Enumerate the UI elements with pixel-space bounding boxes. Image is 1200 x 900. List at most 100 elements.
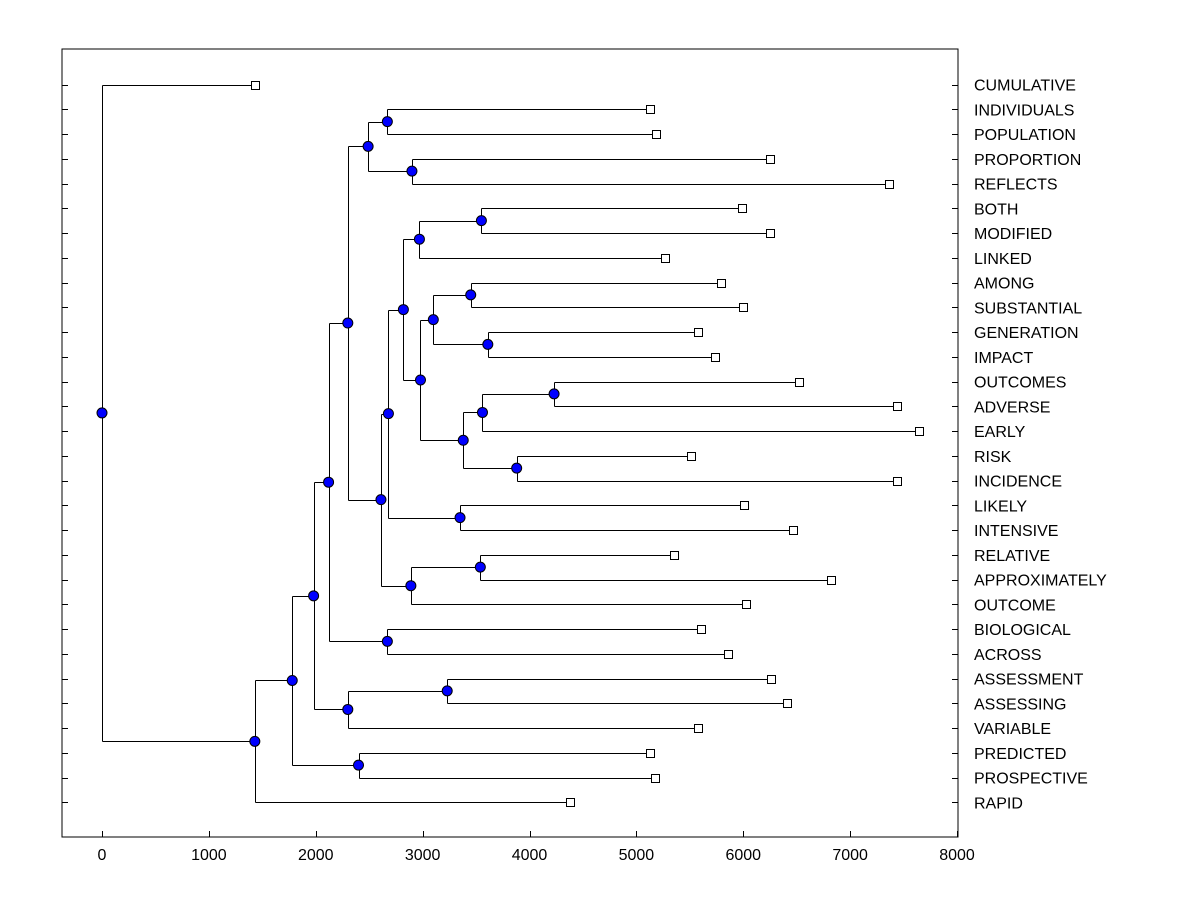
- leaf-label: PROPORTION: [974, 152, 1081, 169]
- leaf-label: ADVERSE: [974, 399, 1050, 416]
- node-marker: [342, 703, 354, 715]
- x-tick-label: 8000: [939, 847, 975, 864]
- leaf-label: REFLECTS: [974, 177, 1058, 194]
- leaf-label: LIKELY: [974, 498, 1027, 515]
- node-marker: [413, 233, 425, 245]
- node-marker: [323, 476, 335, 488]
- leaf-label: INTENSIVE: [974, 523, 1058, 540]
- leaf-marker: [687, 452, 696, 461]
- leaf-label: AMONG: [974, 276, 1034, 293]
- leaf-marker: [795, 378, 804, 387]
- node-marker: [353, 759, 364, 771]
- leaf-markers: [251, 81, 924, 807]
- leaf-marker: [783, 699, 792, 708]
- leaf-label: SUBSTANTIAL: [974, 300, 1082, 317]
- leaf-marker: [742, 600, 751, 609]
- x-tick-label: 0: [98, 847, 107, 864]
- leaf-marker: [766, 155, 775, 164]
- leaf-label: IMPACT: [974, 350, 1033, 367]
- node-marker: [482, 338, 494, 350]
- node-marker: [381, 635, 393, 647]
- x-tick-label: 4000: [512, 847, 548, 864]
- node-marker: [441, 685, 453, 697]
- node-marker: [511, 462, 523, 474]
- leaf-label: BIOLOGICAL: [974, 622, 1071, 639]
- node-marker: [382, 408, 394, 420]
- leaf-marker: [915, 427, 924, 436]
- leaf-marker: [661, 254, 670, 263]
- leaf-marker: [697, 625, 706, 634]
- node-marker: [397, 304, 409, 316]
- node-marker: [414, 374, 426, 386]
- leaf-label: OUTCOMES: [974, 375, 1066, 392]
- leaf-marker: [893, 402, 902, 411]
- leaf-label: POPULATION: [974, 127, 1076, 144]
- leaf-label: INCIDENCE: [974, 474, 1062, 491]
- x-tick-label: 1000: [191, 847, 227, 864]
- node-marker: [405, 580, 417, 592]
- leaf-marker: [767, 675, 776, 684]
- node-marker: [375, 494, 387, 506]
- node-marker: [249, 735, 261, 747]
- x-tick-label: 3000: [405, 847, 441, 864]
- leaf-marker: [789, 526, 798, 535]
- x-tick-label: 7000: [832, 847, 868, 864]
- node-marker: [454, 512, 466, 524]
- leaf-marker: [739, 303, 748, 312]
- leaf-label: VARIABLE: [974, 721, 1051, 738]
- leaf-label: RAPID: [974, 795, 1023, 812]
- leaf-label: ASSESSMENT: [974, 672, 1084, 689]
- leaf-marker: [893, 477, 902, 486]
- leaf-marker: [827, 576, 836, 585]
- leaf-marker: [651, 774, 660, 783]
- leaf-label: PREDICTED: [974, 746, 1066, 763]
- leaf-marker: [694, 724, 703, 733]
- leaf-marker: [738, 204, 747, 213]
- node-markers: [96, 116, 560, 771]
- node-marker: [427, 314, 439, 326]
- leaf-label: BOTH: [974, 201, 1018, 218]
- leaf-labels: CUMULATIVE INDIVIDUALS POPULATION PROPORTIO…: [974, 78, 1107, 813]
- x-tick-label: 5000: [619, 847, 655, 864]
- node-marker: [465, 289, 477, 301]
- x-tick-label: 2000: [298, 847, 334, 864]
- leaf-marker: [766, 229, 775, 238]
- leaf-label: MODIFIED: [974, 226, 1052, 243]
- node-marker: [475, 215, 487, 227]
- node-marker: [362, 140, 374, 152]
- leaf-marker: [670, 551, 679, 560]
- leaf-marker: [740, 501, 749, 510]
- leaf-label: CUMULATIVE: [974, 78, 1076, 95]
- node-marker: [474, 561, 486, 573]
- root-node-marker: [96, 407, 108, 419]
- leaf-label: ASSESSING: [974, 696, 1066, 713]
- node-marker: [406, 165, 418, 177]
- node-marker: [476, 406, 488, 418]
- leaf-label: LINKED: [974, 251, 1032, 268]
- leaf-marker: [885, 180, 894, 189]
- leaf-label: GENERATION: [974, 325, 1079, 342]
- leaf-label: APPROXIMATELY: [974, 573, 1107, 590]
- leaf-marker: [251, 81, 260, 90]
- x-tick-label: 6000: [725, 847, 761, 864]
- node-marker: [381, 116, 393, 128]
- x-axis: 0 1000 2000 3000 4000 5000 6000 7000 8000: [98, 831, 975, 864]
- plot-frame: [61, 48, 959, 838]
- leaf-label: RISK: [974, 449, 1012, 466]
- leaf-label: OUTCOME: [974, 597, 1056, 614]
- leaf-label: INDIVIDUALS: [974, 102, 1074, 119]
- leaf-marker: [652, 130, 661, 139]
- node-marker: [548, 388, 560, 400]
- plot-frame-rect: [61, 48, 959, 838]
- node-marker: [308, 590, 320, 602]
- leaf-label: PROSPECTIVE: [974, 771, 1088, 788]
- leaf-marker: [717, 279, 726, 288]
- leaf-marker: [724, 650, 733, 659]
- leaf-marker: [694, 328, 703, 337]
- leaf-marker: [646, 105, 655, 114]
- leaf-label: RELATIVE: [974, 548, 1050, 565]
- leaf-label: ACROSS: [974, 647, 1042, 664]
- leaf-label: EARLY: [974, 424, 1026, 441]
- leaf-marker: [566, 798, 575, 807]
